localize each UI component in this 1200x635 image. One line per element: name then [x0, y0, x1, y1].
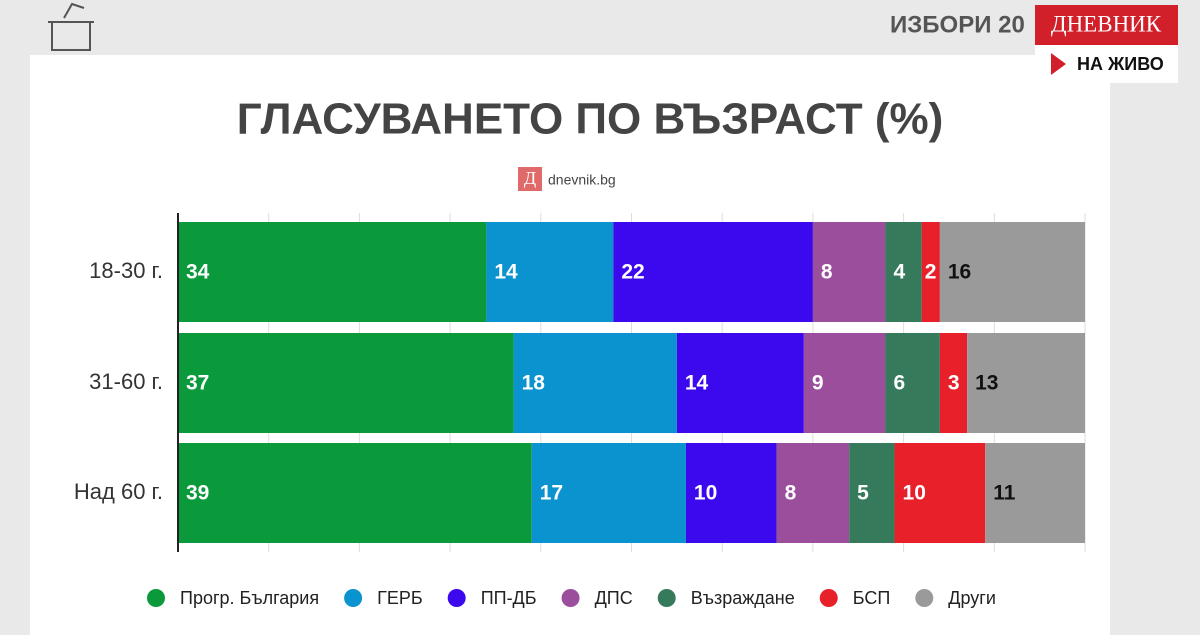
bar-segment: [939, 222, 1085, 322]
value-label: 11: [993, 482, 1016, 505]
legend-marker: [561, 589, 580, 607]
logo-box: [1035, 5, 1178, 45]
value-label: 13: [975, 372, 998, 395]
legend-label: ПП-ДБ: [481, 588, 537, 608]
bar-segment: [613, 222, 813, 322]
bar-segment: [849, 443, 895, 543]
source: dnevnik.bg: [548, 172, 616, 188]
logo: ДНЕВНИК: [1051, 11, 1162, 36]
value-label: 4: [893, 261, 905, 284]
header-title: ИЗБОРИ 20: [890, 11, 1025, 38]
value-label: 10: [694, 482, 717, 505]
bar-segment: [178, 333, 514, 433]
y-tick-label: 18-30 г.: [89, 258, 163, 283]
bar-segment: [921, 222, 940, 322]
value-label: 39: [186, 482, 209, 505]
value-label: 5: [857, 482, 869, 505]
value-label: 10: [903, 482, 926, 505]
legend-marker: [819, 589, 838, 607]
legend-label: Възраждане: [691, 588, 795, 608]
value-label: 14: [685, 372, 709, 395]
value-label: 17: [540, 482, 563, 505]
bar-segment: [513, 333, 677, 433]
bar-segment: [885, 222, 922, 322]
value-label: 8: [785, 482, 797, 505]
bar-segment: [885, 333, 940, 433]
value-label: 6: [893, 372, 905, 395]
legend-label: ДПС: [595, 588, 633, 608]
value-label: 2: [925, 261, 937, 284]
bar-segment: [939, 333, 968, 433]
value-label: 16: [948, 261, 971, 284]
legend-marker: [915, 589, 934, 607]
bar-segment: [812, 222, 886, 322]
legend-marker: [447, 589, 466, 607]
value-label: 22: [621, 261, 644, 284]
value-label: 34: [186, 261, 210, 284]
legend-label: Други: [948, 588, 996, 608]
value-label: 14: [494, 261, 518, 284]
bar-segment: [985, 443, 1085, 543]
value-label: 37: [186, 372, 209, 395]
bar-segment: [685, 443, 777, 543]
legend-marker: [147, 589, 165, 607]
value-label: 8: [821, 261, 833, 284]
chart-title: ГЛАСУВАНЕТО ПО ВЪЗРАСТ (%): [237, 95, 944, 144]
legend-marker: [657, 589, 676, 607]
value-label: 3: [948, 372, 960, 395]
ballot-icon: [48, 2, 94, 51]
value-label: 18: [522, 372, 546, 395]
source-icon: Д: [524, 168, 536, 188]
bar-segment: [676, 333, 804, 433]
bar-segment: [486, 222, 614, 322]
bar-segment: [803, 333, 886, 433]
source-icon-box: [518, 167, 542, 191]
bar-segment: [531, 443, 686, 543]
legend-label: ГЕРБ: [377, 588, 423, 608]
legend-label: Прогр. България: [180, 588, 319, 608]
legend-label: БСП: [853, 588, 891, 608]
bar-segment: [894, 443, 986, 543]
bar-segment: [776, 443, 850, 543]
y-tick-label: Над 60 г.: [74, 479, 163, 504]
bar-segment: [967, 333, 1085, 433]
value-label: 9: [812, 372, 824, 395]
bar-segment: [178, 222, 487, 322]
y-tick-label: 31-60 г.: [89, 369, 163, 394]
bar-segment: [178, 443, 532, 543]
legend-marker: [344, 589, 363, 607]
live-icon: [1051, 53, 1066, 75]
live-label: НА ЖИВО: [1077, 54, 1164, 74]
